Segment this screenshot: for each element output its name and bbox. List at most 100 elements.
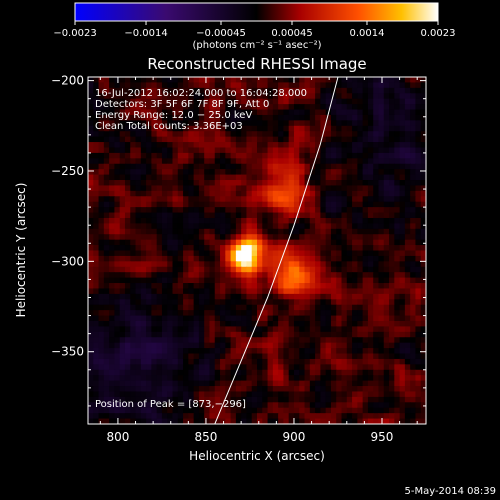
heatmap-cell bbox=[315, 299, 321, 306]
heatmap-cell bbox=[293, 418, 300, 424]
heatmap-cell bbox=[204, 310, 211, 317]
heatmap-cell bbox=[420, 386, 426, 393]
heatmap-cell bbox=[278, 82, 285, 89]
heatmap-cell bbox=[404, 283, 411, 290]
heatmap-cell bbox=[172, 348, 179, 355]
heatmap-cell bbox=[225, 353, 232, 360]
heatmap-cell bbox=[241, 77, 248, 84]
heatmap-cell bbox=[230, 104, 237, 111]
heatmap-cell bbox=[172, 391, 179, 398]
heatmap-cell bbox=[183, 315, 189, 322]
heatmap-cell bbox=[204, 396, 211, 403]
heatmap-cell bbox=[272, 147, 279, 154]
heatmap-cell bbox=[225, 207, 232, 214]
heatmap-cell bbox=[177, 407, 184, 414]
heatmap-cell bbox=[119, 185, 126, 192]
heatmap-cell bbox=[230, 386, 237, 393]
heatmap-cell bbox=[183, 239, 189, 246]
heatmap-cell bbox=[420, 158, 426, 165]
heatmap-cell bbox=[109, 315, 116, 322]
heatmap-cell bbox=[410, 131, 417, 138]
heatmap-cell bbox=[330, 380, 337, 387]
heatmap-cell bbox=[341, 239, 348, 246]
heatmap-cell bbox=[135, 245, 142, 252]
heatmap-cell bbox=[140, 114, 147, 121]
heatmap-cell bbox=[119, 337, 126, 344]
heatmap-cell bbox=[373, 147, 380, 154]
heatmap-cell bbox=[267, 217, 274, 224]
heatmap-cell bbox=[272, 396, 279, 403]
heatmap-cell bbox=[251, 353, 258, 360]
heatmap-cell bbox=[93, 147, 100, 154]
heatmap-cell bbox=[288, 245, 295, 252]
heatmap-cell bbox=[352, 104, 358, 111]
heatmap-cell bbox=[135, 223, 142, 230]
heatmap-cell bbox=[103, 142, 110, 149]
heatmap-cell bbox=[283, 418, 290, 424]
heatmap-cell bbox=[283, 201, 290, 208]
heatmap-cell bbox=[183, 391, 189, 398]
heatmap-cell bbox=[151, 315, 158, 322]
heatmap-cell bbox=[119, 125, 126, 132]
heatmap-cell bbox=[288, 201, 295, 208]
heatmap-cell bbox=[362, 174, 369, 181]
heatmap-cell bbox=[167, 380, 174, 387]
heatmap-cell bbox=[225, 163, 232, 170]
heatmap-cell bbox=[362, 369, 369, 376]
heatmap-cell bbox=[420, 185, 426, 192]
heatmap-cell bbox=[214, 391, 221, 398]
heatmap-cell bbox=[315, 245, 321, 252]
heatmap-cell bbox=[251, 239, 258, 246]
heatmap-cell bbox=[183, 212, 189, 219]
heatmap-cell bbox=[383, 272, 390, 279]
heatmap-cell bbox=[304, 337, 311, 344]
heatmap-cell bbox=[193, 77, 200, 84]
heatmap-cell bbox=[404, 288, 411, 295]
heatmap-cell bbox=[315, 228, 321, 235]
heatmap-cell bbox=[262, 174, 269, 181]
heatmap-cell bbox=[156, 169, 163, 176]
heatmap-cell bbox=[346, 125, 353, 132]
heatmap-cell bbox=[188, 299, 195, 306]
heatmap-cell bbox=[420, 396, 426, 403]
heatmap-cell bbox=[225, 293, 232, 300]
heatmap-cell bbox=[367, 196, 374, 203]
heatmap-cell bbox=[415, 228, 422, 235]
heatmap-cell bbox=[103, 293, 110, 300]
heatmap-cell bbox=[130, 261, 137, 268]
heatmap-cell bbox=[410, 93, 417, 100]
heatmap-cell bbox=[103, 364, 110, 371]
heatmap-cell bbox=[151, 77, 158, 84]
heatmap-cell bbox=[420, 277, 426, 284]
heatmap-cell bbox=[161, 217, 168, 224]
heatmap-cell bbox=[251, 185, 258, 192]
heatmap-cell bbox=[367, 217, 374, 224]
heatmap-cell bbox=[283, 147, 290, 154]
heatmap-cell bbox=[293, 391, 300, 398]
heatmap-cell bbox=[415, 185, 422, 192]
heatmap-cell bbox=[378, 386, 385, 393]
heatmap-cell bbox=[251, 98, 258, 105]
heatmap-cell bbox=[246, 375, 253, 382]
heatmap-cell bbox=[193, 293, 200, 300]
heatmap-cell bbox=[283, 407, 290, 414]
heatmap-cell bbox=[124, 158, 131, 165]
heatmap-cell bbox=[246, 120, 253, 127]
heatmap-cell bbox=[341, 136, 348, 143]
heatmap-cell bbox=[225, 87, 232, 94]
heatmap-cell bbox=[410, 364, 417, 371]
heatmap-cell bbox=[98, 163, 105, 170]
heatmap-cell bbox=[378, 212, 385, 219]
heatmap-cell bbox=[315, 142, 321, 149]
heatmap-cell bbox=[330, 320, 337, 327]
heatmap-cell bbox=[272, 217, 279, 224]
heatmap-cell bbox=[325, 386, 332, 393]
heatmap-cell bbox=[151, 375, 158, 382]
heatmap-cell bbox=[167, 185, 174, 192]
heatmap-cell bbox=[267, 391, 274, 398]
heatmap-cell bbox=[103, 250, 110, 257]
heatmap-cell bbox=[188, 125, 195, 132]
heatmap-cell bbox=[320, 245, 327, 252]
heatmap-cell bbox=[257, 136, 263, 143]
heatmap-cell bbox=[404, 293, 411, 300]
